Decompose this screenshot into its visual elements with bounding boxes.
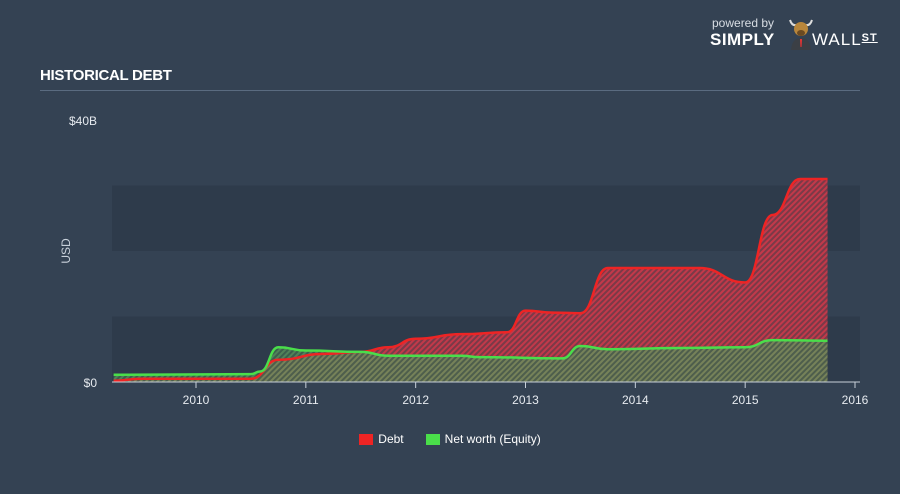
x-tick-label: 2013 <box>512 393 539 407</box>
y-tick-label: $0 <box>84 376 98 390</box>
legend-label-debt: Debt <box>378 432 404 446</box>
chart-legend: Debt Net worth (Equity) <box>0 432 900 446</box>
y-tick-label: $40B <box>69 114 97 128</box>
x-tick-label: 2010 <box>183 393 210 407</box>
legend-swatch-debt <box>359 433 374 445</box>
legend-label-equity: Net worth (Equity) <box>444 432 541 446</box>
brand-wall: WALLST <box>812 30 878 50</box>
x-tick-label: 2016 <box>842 393 869 407</box>
x-tick-label: 2011 <box>293 393 319 407</box>
x-tick-label: 2015 <box>732 393 759 407</box>
x-tick-label: 2014 <box>622 393 649 407</box>
legend-item-debt[interactable]: Debt <box>359 432 404 446</box>
legend-item-equity[interactable]: Net worth (Equity) <box>425 432 541 446</box>
grid-band <box>112 185 860 251</box>
equity-area <box>113 340 828 382</box>
title-divider <box>40 90 860 91</box>
brand-simply: SIMPLY <box>710 30 775 49</box>
brand-wall-text: WALL <box>812 30 862 49</box>
x-tick-label: 2012 <box>402 393 429 407</box>
simply-wall-st-logo[interactable]: powered by SIMPLY WALLST <box>710 14 890 54</box>
chart-title: HISTORICAL DEBT <box>40 67 172 84</box>
equity-line <box>113 338 828 377</box>
y-axis-label: USD <box>59 238 73 264</box>
brand-st: ST <box>861 32 878 44</box>
debt-area <box>113 178 828 382</box>
debt-line <box>113 177 828 382</box>
powered-by-text: powered by <box>712 16 775 30</box>
bull-mascot-icon <box>789 19 813 50</box>
legend-swatch-equity <box>425 433 440 445</box>
